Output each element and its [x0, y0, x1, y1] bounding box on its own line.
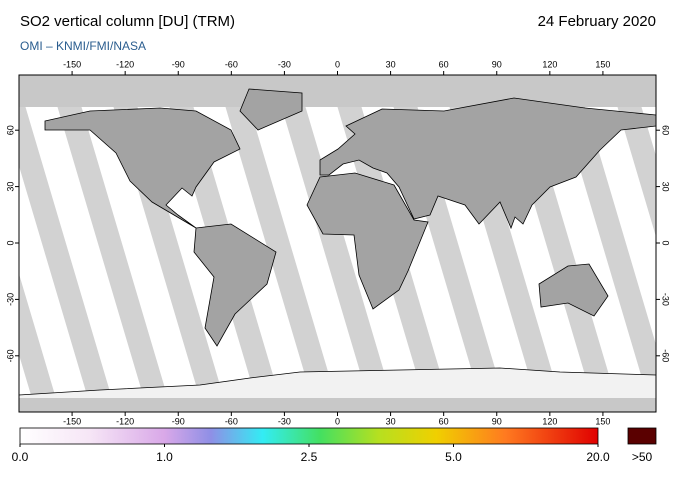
lon-label-bottom: -150 [63, 416, 81, 426]
colorbar-label: 0.0 [12, 450, 29, 464]
australia [538, 263, 609, 317]
greenland [239, 88, 303, 131]
swath-gap [19, 85, 116, 412]
lat-label-left: -30 [5, 293, 15, 306]
lat-label-right: 0 [661, 240, 671, 245]
colorbar-label: 20.0 [586, 450, 610, 464]
lon-label-top: 120 [542, 59, 557, 69]
lon-label-top: 60 [439, 59, 449, 69]
lon-label-bottom: 150 [595, 416, 610, 426]
swath-gap [48, 75, 172, 412]
colorbar-label: 5.0 [445, 450, 462, 464]
colorbar-label: 2.5 [301, 450, 318, 464]
lat-label-right: 60 [661, 125, 671, 135]
swath-gap [216, 75, 340, 412]
africa [306, 172, 429, 310]
lat-label-left: 0 [5, 240, 15, 245]
lon-label-bottom: -30 [278, 416, 291, 426]
lat-label-left: 60 [5, 125, 15, 135]
lat-label-right: -60 [661, 349, 671, 362]
swath-gap [272, 75, 396, 412]
lon-label-top: 30 [386, 59, 396, 69]
eurasia [319, 97, 656, 230]
polar-band-south [19, 398, 656, 412]
lon-label-top: 150 [595, 59, 610, 69]
subtitle: OMI – KNMI/FMI/NASA [20, 39, 146, 53]
lon-label-top: 90 [492, 59, 502, 69]
lon-label-bottom: -60 [225, 416, 238, 426]
lon-label-top: -120 [116, 59, 134, 69]
lon-label-bottom: 30 [386, 416, 396, 426]
south-america [193, 223, 277, 347]
polar-night-north [19, 75, 656, 107]
colorbar-overflow [627, 427, 657, 445]
lon-label-top: -150 [63, 59, 81, 69]
lon-label-bottom: -120 [116, 416, 134, 426]
lon-label-top: 0 [335, 59, 340, 69]
lon-label-bottom: 60 [439, 416, 449, 426]
lat-label-right: -30 [661, 293, 671, 306]
lon-label-bottom: 90 [492, 416, 502, 426]
lat-label-left: 30 [5, 182, 15, 192]
title: SO2 vertical column [DU] (TRM) [20, 13, 235, 30]
lon-label-bottom: -90 [172, 416, 185, 426]
map [0, 75, 656, 412]
lon-label-bottom: 0 [335, 416, 340, 426]
date: 24 February 2020 [538, 13, 656, 30]
swath-gap [0, 75, 4, 412]
lon-label-top: -60 [225, 59, 238, 69]
lon-label-top: -30 [278, 59, 291, 69]
north-america [44, 107, 241, 229]
colorbar [19, 427, 599, 445]
lat-label-left: -60 [5, 349, 15, 362]
lon-label-top: -90 [172, 59, 185, 69]
swath-gap [19, 273, 60, 412]
colorbar-label: 1.0 [156, 450, 173, 464]
lon-label-bottom: 120 [542, 416, 557, 426]
lat-label-right: 30 [661, 182, 671, 192]
overflow-label: >50 [632, 450, 653, 464]
